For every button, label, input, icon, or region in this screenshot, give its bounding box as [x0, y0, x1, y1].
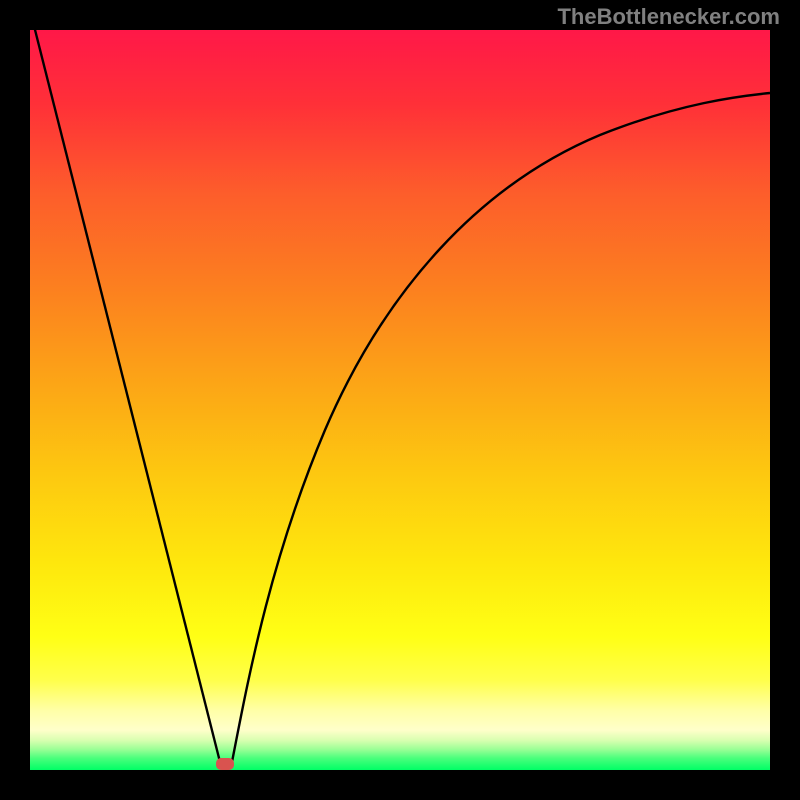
plot-background: [30, 30, 770, 770]
minimum-marker: [216, 758, 234, 770]
bottleneck-chart-svg: [0, 0, 800, 800]
chart-container: TheBottlenecker.com: [0, 0, 800, 800]
watermark-text: TheBottlenecker.com: [557, 4, 780, 30]
